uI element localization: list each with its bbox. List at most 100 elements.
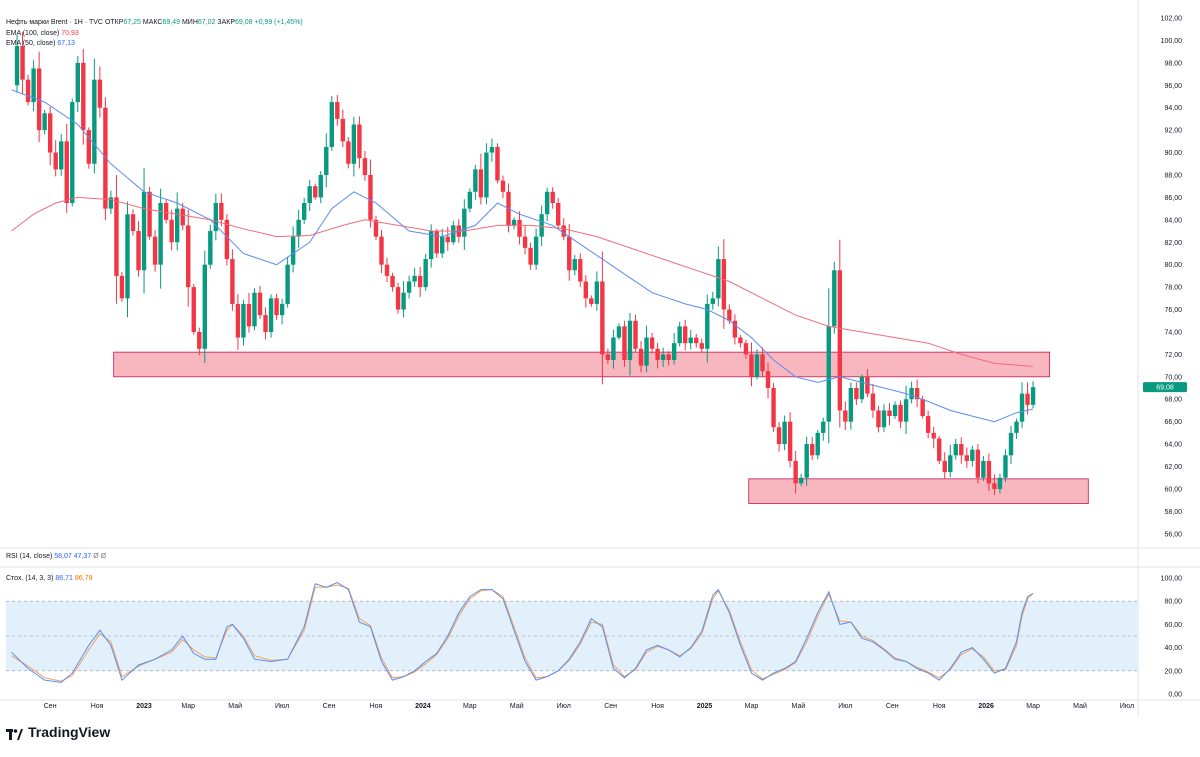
candle [373,215,379,241]
candle [660,347,666,367]
stoch-tick-label: 60,00 [1164,622,1182,629]
candle-body [804,444,809,478]
candle [616,323,622,340]
candle-body [898,404,903,422]
candle [544,187,550,222]
candle-body [870,393,876,411]
candle [412,268,417,287]
candle-body [180,208,185,226]
candle-body [539,214,544,237]
candle-body [782,421,787,445]
candle-body [186,225,191,288]
candle [986,453,992,491]
candle-body [395,287,401,310]
candle-body [351,124,357,164]
candle-body [130,214,136,232]
candle [732,314,738,345]
candle [1014,418,1019,439]
time-tick-label: Мар [1026,703,1040,710]
rsi-legend[interactable]: RSI (14, close) 58,07 47,37 Ø Ø [6,552,106,561]
candle-body [335,102,340,119]
candle-body [942,460,947,473]
candle [108,190,114,214]
ema100-legend[interactable]: EMA (100, close) 70,93 [6,29,79,38]
candle [694,333,699,348]
candle-body [815,432,820,456]
candle-body [887,410,892,417]
candle-body [793,460,798,484]
candle-body [274,298,279,316]
candle-body [451,225,456,243]
close-label: ЗАКР [217,19,236,26]
candle [246,292,252,333]
candle [368,159,373,228]
candle-body [246,303,252,327]
candle [467,188,473,213]
candle-body [555,203,561,226]
time-tick-label: Ноя [933,703,946,710]
candle [36,51,42,143]
candle [86,127,92,169]
change-value: +0,99 (+1,45%) [254,19,303,26]
candle [594,271,600,311]
candle [301,197,307,224]
candle [434,228,439,258]
candle-body [688,337,693,344]
ema50-legend[interactable]: EMA (50, close) 67,13 [6,39,75,48]
rsi-label: RSI (14, close) [6,553,53,560]
stoch-legend[interactable]: Стох. (14, 3, 3) 86,71 86,79 [6,574,92,583]
candle [870,383,876,418]
candle [754,349,760,380]
candle [362,151,368,181]
candle-body [550,191,555,204]
candle-body [478,169,484,198]
candle-body [92,79,97,164]
candle-body [423,259,428,288]
candle-body [285,264,290,304]
stoch-d-value: 86,79 [74,575,93,582]
candle-body [59,141,64,170]
candle [810,437,815,461]
candle [699,338,704,353]
candle-body [484,152,489,198]
candle-body [854,388,859,400]
candle [716,246,721,307]
candle-body [406,281,412,293]
candle [876,405,881,433]
candle-body [86,130,92,164]
candle-body [925,416,931,433]
candle-body [417,275,423,288]
candle [555,198,561,230]
candle-body [108,197,114,209]
candle [605,348,611,365]
candle-body [655,348,660,360]
candle [743,339,749,359]
open-value: 67,25 [123,19,141,26]
candle-body [467,191,473,209]
candle [782,415,787,451]
candle-body [174,208,180,243]
last-price-badge: 69,08 [1143,382,1187,393]
stoch-tick-label: 80,00 [1164,599,1182,606]
open-label: ОТКР [104,19,124,26]
candle-body [213,203,219,232]
candle-body [937,438,942,461]
candle [81,48,86,145]
candle [268,294,274,338]
candle-body [31,68,36,103]
tradingview-logo-icon [6,727,23,740]
candle [843,401,848,431]
candle [798,473,804,487]
candle-body [64,141,69,204]
candle-body [975,449,981,478]
lower-support-zone [748,478,1089,504]
candle-body [959,444,964,456]
candle [611,329,616,369]
candle [484,143,489,205]
candle-body [119,275,125,299]
candle-body [1003,455,1008,478]
tradingview-brand[interactable]: TradingView [6,724,110,740]
candle-body [1019,393,1025,422]
